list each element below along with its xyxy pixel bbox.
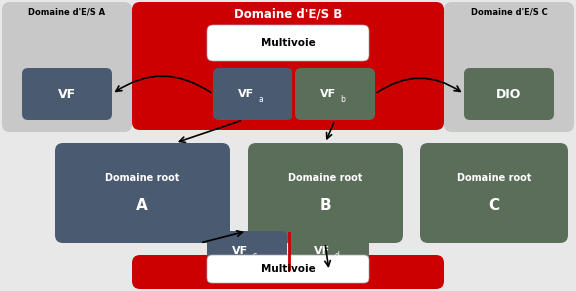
FancyBboxPatch shape — [207, 25, 369, 61]
Text: Domaine root: Domaine root — [288, 173, 362, 183]
FancyBboxPatch shape — [132, 255, 444, 289]
FancyBboxPatch shape — [207, 255, 369, 283]
Text: Multivoie: Multivoie — [260, 38, 316, 48]
Text: VF: VF — [320, 89, 336, 99]
Text: VF: VF — [314, 246, 330, 256]
FancyBboxPatch shape — [464, 68, 554, 120]
Text: Domaine d'E/S C: Domaine d'E/S C — [471, 8, 547, 17]
Text: Domaine d'E/S B: Domaine d'E/S B — [234, 8, 342, 20]
Text: Domaine root: Domaine root — [105, 173, 179, 183]
FancyBboxPatch shape — [207, 231, 287, 271]
Text: Domaine d'E/S A: Domaine d'E/S A — [28, 8, 105, 17]
FancyBboxPatch shape — [213, 68, 293, 120]
Text: b: b — [340, 95, 346, 104]
Text: VF: VF — [58, 88, 76, 100]
FancyBboxPatch shape — [248, 143, 403, 243]
FancyBboxPatch shape — [22, 68, 112, 120]
Text: A: A — [136, 198, 148, 212]
Text: C: C — [488, 198, 499, 212]
FancyBboxPatch shape — [2, 2, 132, 132]
Text: a: a — [259, 95, 263, 104]
Text: Domaine root: Domaine root — [457, 173, 531, 183]
Text: Domaine d'E/S D: Domaine d'E/S D — [233, 269, 343, 281]
FancyBboxPatch shape — [289, 231, 369, 271]
Text: d: d — [335, 251, 339, 260]
Text: VF: VF — [232, 246, 248, 256]
Text: DIO: DIO — [497, 88, 522, 100]
FancyBboxPatch shape — [420, 143, 568, 243]
FancyBboxPatch shape — [132, 2, 444, 130]
FancyBboxPatch shape — [444, 2, 574, 132]
Text: B: B — [319, 198, 331, 212]
FancyBboxPatch shape — [295, 68, 375, 120]
FancyBboxPatch shape — [55, 143, 230, 243]
Text: c: c — [253, 251, 257, 260]
Text: VF: VF — [238, 89, 254, 99]
Text: Multivoie: Multivoie — [260, 264, 316, 274]
